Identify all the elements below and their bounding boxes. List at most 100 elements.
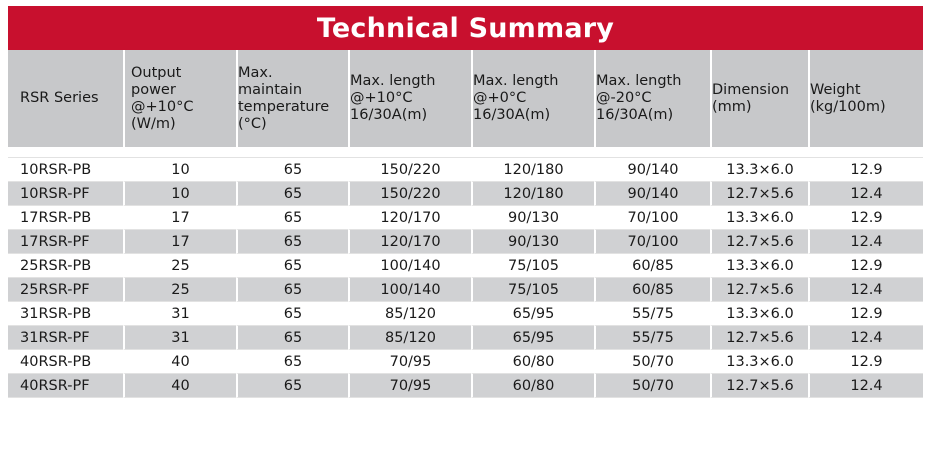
cell-weight: 12.9 [808, 206, 923, 230]
column-header-label: Max. length @-20°C 16/30A(m) [596, 73, 682, 123]
cell-series: 40RSR-PB [8, 350, 123, 374]
cell-max-length-minus20: 60/85 [594, 254, 710, 278]
spacer-cell [8, 147, 923, 158]
cell-max-maintain-temperature: 65 [236, 230, 348, 254]
column-header-max-length-plus10: Max. length @+10°C 16/30A(m) [348, 50, 471, 147]
cell-max-length-plus10: 150/220 [348, 182, 471, 206]
cell-weight: 12.4 [808, 326, 923, 350]
cell-output-power: 31 [123, 326, 236, 350]
column-header-dimension: Dimension (mm) [710, 50, 808, 147]
cell-output-power: 17 [123, 230, 236, 254]
cell-max-length-0: 75/105 [471, 254, 594, 278]
cell-weight: 12.4 [808, 278, 923, 302]
cell-series: 40RSR-PF [8, 374, 123, 398]
table-row: 25RSR-PF 25 65 100/140 75/105 60/85 12.7×5.6 12… [8, 278, 923, 302]
table-spacer-row [8, 147, 923, 158]
cell-weight: 12.4 [808, 182, 923, 206]
table-row: 17RSR-PF 17 65 120/170 90/130 70/100 12.7×5.6 1… [8, 230, 923, 254]
column-header-label: Max. maintain temperature (°C) [238, 64, 330, 132]
cell-max-length-minus20: 55/75 [594, 326, 710, 350]
cell-max-length-plus10: 100/140 [348, 254, 471, 278]
cell-series: 25RSR-PF [8, 278, 123, 302]
cell-max-length-0: 120/180 [471, 182, 594, 206]
table-row: 40RSR-PB 40 65 70/95 60/80 50/70 13.3×6.0 12.9 [8, 350, 923, 374]
cell-max-maintain-temperature: 65 [236, 374, 348, 398]
cell-max-length-plus10: 70/95 [348, 374, 471, 398]
page-title: Technical Summary [8, 6, 923, 50]
table-row: 31RSR-PF 31 65 85/120 65/95 55/75 12.7×5.6 12.4 [8, 326, 923, 350]
cell-max-length-0: 90/130 [471, 230, 594, 254]
cell-max-length-plus10: 100/140 [348, 278, 471, 302]
cell-max-length-plus10: 70/95 [348, 350, 471, 374]
cell-max-length-minus20: 50/70 [594, 350, 710, 374]
cell-max-length-0: 65/95 [471, 302, 594, 326]
table-row: 17RSR-PB 17 65 120/170 90/130 70/100 13.3×6.0 1… [8, 206, 923, 230]
cell-max-length-minus20: 90/140 [594, 182, 710, 206]
cell-dimension: 12.7×5.6 [710, 182, 808, 206]
cell-output-power: 40 [123, 350, 236, 374]
cell-series: 31RSR-PB [8, 302, 123, 326]
cell-max-length-plus10: 85/120 [348, 302, 471, 326]
cell-max-maintain-temperature: 65 [236, 254, 348, 278]
cell-dimension: 13.3×6.0 [710, 254, 808, 278]
table-header-row: RSR Series Output power @+10°C (W/m) Max… [8, 50, 923, 147]
cell-dimension: 12.7×5.6 [710, 374, 808, 398]
cell-series: 17RSR-PF [8, 230, 123, 254]
cell-max-length-plus10: 120/170 [348, 206, 471, 230]
cell-dimension: 12.7×5.6 [710, 278, 808, 302]
cell-max-length-minus20: 50/70 [594, 374, 710, 398]
column-header-label: Max. length @+10°C 16/30A(m) [350, 73, 436, 123]
table-row: 31RSR-PB 31 65 85/120 65/95 55/75 13.3×6.0 12.9 [8, 302, 923, 326]
cell-dimension: 13.3×6.0 [710, 302, 808, 326]
cell-dimension: 13.3×6.0 [710, 158, 808, 182]
cell-max-maintain-temperature: 65 [236, 182, 348, 206]
cell-weight: 12.4 [808, 230, 923, 254]
cell-dimension: 12.7×5.6 [710, 230, 808, 254]
cell-max-length-0: 65/95 [471, 326, 594, 350]
cell-output-power: 25 [123, 254, 236, 278]
cell-max-maintain-temperature: 65 [236, 350, 348, 374]
cell-output-power: 17 [123, 206, 236, 230]
column-header-label: RSR Series [20, 90, 99, 106]
cell-weight: 12.9 [808, 158, 923, 182]
cell-series: 10RSR-PF [8, 182, 123, 206]
cell-output-power: 25 [123, 278, 236, 302]
cell-max-length-minus20: 90/140 [594, 158, 710, 182]
column-header-label: Max. length @+0°C 16/30A(m) [473, 73, 559, 123]
table-row: 25RSR-PB 25 65 100/140 75/105 60/85 13.3×6.0 12… [8, 254, 923, 278]
technical-summary-table: RSR Series Output power @+10°C (W/m) Max… [8, 50, 923, 398]
cell-series: 17RSR-PB [8, 206, 123, 230]
cell-max-length-0: 90/130 [471, 206, 594, 230]
cell-max-length-minus20: 70/100 [594, 206, 710, 230]
cell-max-length-0: 60/80 [471, 374, 594, 398]
cell-max-length-plus10: 150/220 [348, 158, 471, 182]
column-header-label: Dimension (mm) [712, 81, 790, 115]
table-body: 10RSR-PB 10 65 150/220 120/180 90/140 13.3×6.0… [8, 147, 923, 398]
column-header-max-length-0: Max. length @+0°C 16/30A(m) [471, 50, 594, 147]
cell-weight: 12.4 [808, 374, 923, 398]
column-header-series: RSR Series [8, 50, 123, 147]
cell-max-length-0: 75/105 [471, 278, 594, 302]
cell-max-maintain-temperature: 65 [236, 278, 348, 302]
table-row: 10RSR-PF 10 65 150/220 120/180 90/140 12.7×5.6… [8, 182, 923, 206]
column-header-max-maintain-temperature: Max. maintain temperature (°C) [236, 50, 348, 147]
cell-dimension: 12.7×5.6 [710, 326, 808, 350]
column-header-label: Output power @+10°C (W/m) [131, 64, 194, 132]
table-row: 10RSR-PB 10 65 150/220 120/180 90/140 13.3×6.0… [8, 158, 923, 182]
cell-max-maintain-temperature: 65 [236, 326, 348, 350]
cell-max-length-minus20: 55/75 [594, 302, 710, 326]
cell-output-power: 10 [123, 182, 236, 206]
cell-max-length-0: 120/180 [471, 158, 594, 182]
cell-series: 10RSR-PB [8, 158, 123, 182]
cell-max-length-plus10: 85/120 [348, 326, 471, 350]
cell-series: 31RSR-PF [8, 326, 123, 350]
table-row: 40RSR-PF 40 65 70/95 60/80 50/70 12.7×5.6 12.4 [8, 374, 923, 398]
cell-max-length-minus20: 60/85 [594, 278, 710, 302]
cell-max-maintain-temperature: 65 [236, 158, 348, 182]
cell-output-power: 10 [123, 158, 236, 182]
cell-output-power: 40 [123, 374, 236, 398]
cell-weight: 12.9 [808, 254, 923, 278]
column-header-output-power: Output power @+10°C (W/m) [123, 50, 236, 147]
cell-max-maintain-temperature: 65 [236, 206, 348, 230]
